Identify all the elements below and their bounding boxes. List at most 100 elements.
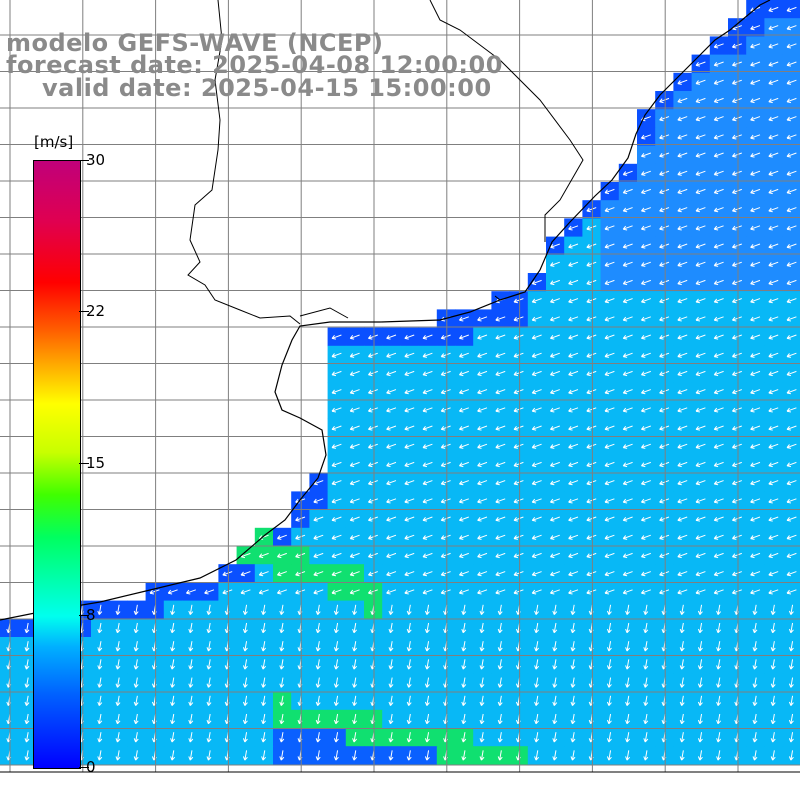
colorbar-tick (79, 615, 89, 616)
wind-arrow (625, 677, 631, 688)
wind-arrow (206, 641, 212, 652)
wind-arrow (768, 61, 779, 67)
wind-arrow (570, 659, 576, 670)
wind-arrow (406, 695, 412, 706)
wind-arrow (242, 677, 248, 688)
wind-arrow (459, 370, 469, 377)
wind-arrow (586, 370, 597, 377)
wind-arrow (677, 571, 688, 577)
wind-arrow (261, 732, 267, 743)
wind-arrow (133, 659, 139, 670)
wind-arrow (531, 352, 542, 358)
wind-arrow (713, 279, 724, 286)
wind-arrow (459, 534, 469, 540)
wind-arrow (679, 659, 685, 670)
wind-arrow (331, 425, 342, 431)
wind-arrow (750, 334, 761, 340)
wind-arrow (331, 443, 342, 449)
wind-arrow (459, 516, 469, 522)
wind-arrow (768, 298, 779, 304)
wind-arrow (568, 498, 579, 504)
wind-arrow (604, 589, 615, 595)
wind-arrow (788, 750, 794, 761)
wind-arrow (677, 352, 688, 358)
wind-arrow (261, 622, 267, 634)
wind-arrow (242, 659, 248, 670)
wind-arrow (315, 732, 321, 743)
wind-arrow (732, 589, 742, 595)
wind-arrow (568, 443, 579, 449)
wind-arrow (786, 116, 797, 122)
wind-arrow (659, 134, 670, 140)
wind-arrow (604, 316, 615, 322)
wind-arrow (534, 695, 540, 706)
wind-arrow (606, 659, 612, 670)
wind-arrow (750, 243, 761, 249)
wind-arrow (295, 552, 306, 559)
wind-arrow (643, 641, 649, 652)
wind-arrow (404, 552, 415, 559)
wind-arrow (424, 732, 430, 743)
wind-arrow (622, 425, 633, 431)
wind-arrow (786, 61, 797, 67)
wind-arrow (440, 498, 451, 504)
wind-arrow (242, 622, 248, 634)
wind-arrow (677, 389, 688, 395)
wind-arrow (677, 443, 688, 449)
wind-arrow (315, 622, 321, 634)
wind-arrow (695, 134, 706, 140)
wind-arrow (534, 713, 540, 725)
wind-arrow (641, 516, 651, 522)
wind-arrow (641, 389, 651, 395)
forecast-date: forecast date: 2025-04-08 12:00:00 (6, 51, 503, 79)
wind-arrow (242, 695, 248, 706)
wind-arrow (568, 389, 579, 395)
wind-arrow (713, 316, 724, 322)
wind-arrow (550, 334, 560, 340)
wind-arrow (643, 659, 649, 670)
wind-arrow (695, 61, 706, 67)
wind-arrow (750, 261, 761, 267)
wind-arrow (550, 480, 560, 486)
wind-arrow (513, 534, 524, 540)
wind-arrow (770, 713, 776, 725)
wind-arrow (277, 571, 287, 577)
wind-arrow (695, 443, 706, 449)
wind-arrow (770, 641, 776, 652)
wind-arrow (713, 480, 724, 486)
wind-arrow (406, 659, 412, 670)
wind-arrow (641, 316, 651, 322)
wind-arrow (695, 207, 706, 213)
wind-arrow (695, 261, 706, 267)
wind-arrow (404, 516, 415, 522)
wind-arrow (331, 571, 342, 577)
wind-arrow (97, 732, 103, 743)
wind-arrow (641, 207, 651, 213)
wind-arrow (352, 713, 358, 725)
wind-arrow (404, 370, 415, 377)
wind-arrow (659, 152, 670, 158)
wind-arrow (440, 589, 451, 595)
wind-arrow (695, 352, 706, 358)
wind-arrow (768, 43, 779, 49)
wind-arrow (424, 641, 430, 652)
wind-arrow (695, 407, 706, 413)
wind-arrow (695, 571, 706, 577)
wind-arrow (641, 334, 651, 340)
wind-arrow (422, 389, 433, 395)
wind-arrow (768, 461, 779, 468)
wind-arrow (206, 732, 212, 743)
wind-arrow (333, 641, 339, 652)
wind-arrow (279, 641, 285, 652)
wind-arrow (622, 370, 633, 377)
wind-arrow (604, 480, 615, 486)
wind-arrow (149, 589, 160, 595)
wind-arrow (643, 713, 649, 725)
wind-arrow (788, 659, 794, 670)
wind-arrow (333, 622, 339, 634)
wind-arrow (768, 552, 779, 559)
wind-arrow (788, 695, 794, 706)
wind-arrow (531, 552, 542, 559)
wind-arrow (713, 243, 724, 249)
wind-arrow (406, 622, 412, 634)
